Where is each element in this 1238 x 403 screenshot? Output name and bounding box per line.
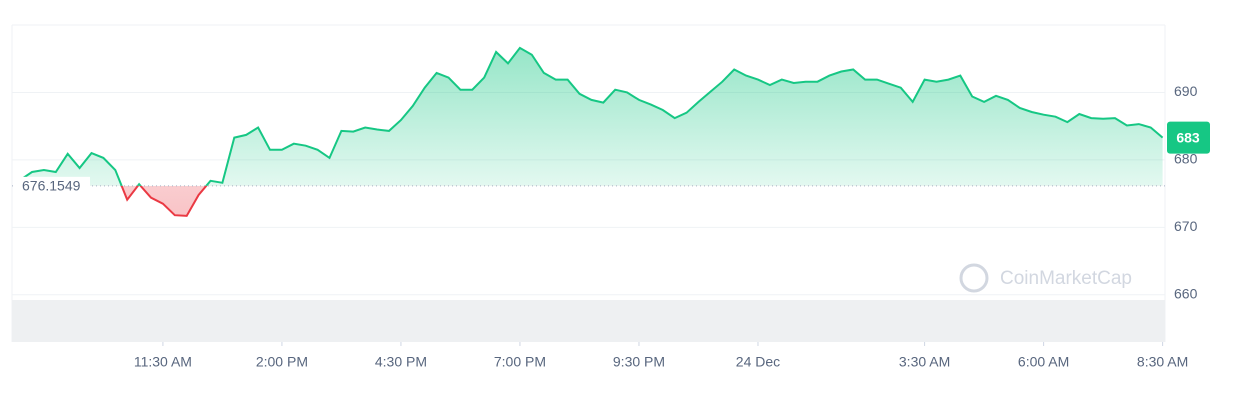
volume-band	[12, 300, 1165, 342]
x-tick-label: 2:00 PM	[256, 354, 308, 370]
x-tick-label: 7:00 PM	[494, 354, 546, 370]
baseline-label: 676.1549	[22, 178, 81, 194]
x-tick-label: 6:00 AM	[1018, 354, 1069, 370]
x-tick-label: 24 Dec	[736, 354, 780, 370]
last-price-badge	[1167, 121, 1210, 154]
y-tick-label: 680	[1174, 151, 1198, 167]
y-tick-label: 670	[1174, 218, 1198, 234]
x-tick-label: 9:30 PM	[613, 354, 665, 370]
y-tick-label: 690	[1174, 83, 1198, 99]
last-price-label: 683	[1176, 129, 1200, 145]
price-line-group	[19, 46, 1164, 217]
x-tick-label: 8:30 AM	[1137, 354, 1188, 370]
price-line	[19, 46, 1164, 186]
x-tick-label: 4:30 PM	[375, 354, 427, 370]
area-up	[20, 47, 1163, 186]
x-tick-label: 11:30 AM	[134, 354, 192, 370]
baseline-label-bg	[16, 176, 90, 195]
watermark: CoinMarketCap	[959, 263, 1132, 293]
y-tick-label: 660	[1174, 285, 1198, 301]
x-tick-label: 3:30 AM	[899, 354, 950, 370]
watermark-text: CoinMarketCap	[1000, 268, 1132, 289]
